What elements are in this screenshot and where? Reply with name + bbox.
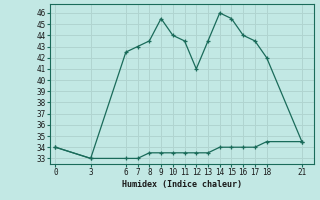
X-axis label: Humidex (Indice chaleur): Humidex (Indice chaleur) xyxy=(122,180,242,189)
